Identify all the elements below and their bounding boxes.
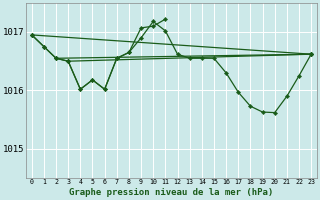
X-axis label: Graphe pression niveau de la mer (hPa): Graphe pression niveau de la mer (hPa) [69, 188, 274, 197]
